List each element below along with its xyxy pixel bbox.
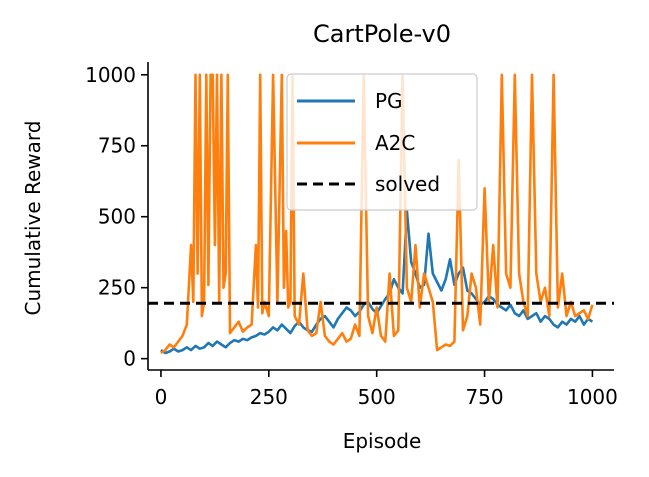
legend-label-solved: solved	[375, 172, 440, 196]
series-line-a2c	[160, 73, 594, 355]
x-tick-label: 500	[358, 385, 396, 409]
y-tick-label: 750	[98, 134, 136, 158]
x-tick-label: 0	[155, 385, 168, 409]
x-tick-label: 250	[250, 385, 288, 409]
plot-area: 0 250 500 750 1000 0 250 500 750 1000	[85, 62, 618, 409]
y-tick-label: 0	[123, 347, 136, 371]
legend: PG A2C solved	[286, 73, 478, 211]
legend-label-a2c: A2C	[375, 131, 415, 155]
chart-title: CartPole-v0	[313, 20, 451, 48]
series-layer	[148, 73, 614, 355]
y-axis-label: Cumulative Reward	[21, 121, 45, 316]
x-ticks: 0 250 500 750 1000	[155, 370, 618, 409]
y-tick-label: 500	[98, 205, 136, 229]
y-tick-label: 250	[98, 276, 136, 300]
x-tick-label: 1000	[567, 385, 618, 409]
legend-box	[286, 73, 478, 211]
y-ticks: 0 250 500 750 1000	[85, 63, 148, 371]
x-axis-label: Episode	[343, 429, 422, 453]
y-tick-label: 1000	[85, 63, 136, 87]
x-tick-label: 750	[465, 385, 503, 409]
legend-label-pg: PG	[375, 89, 403, 113]
